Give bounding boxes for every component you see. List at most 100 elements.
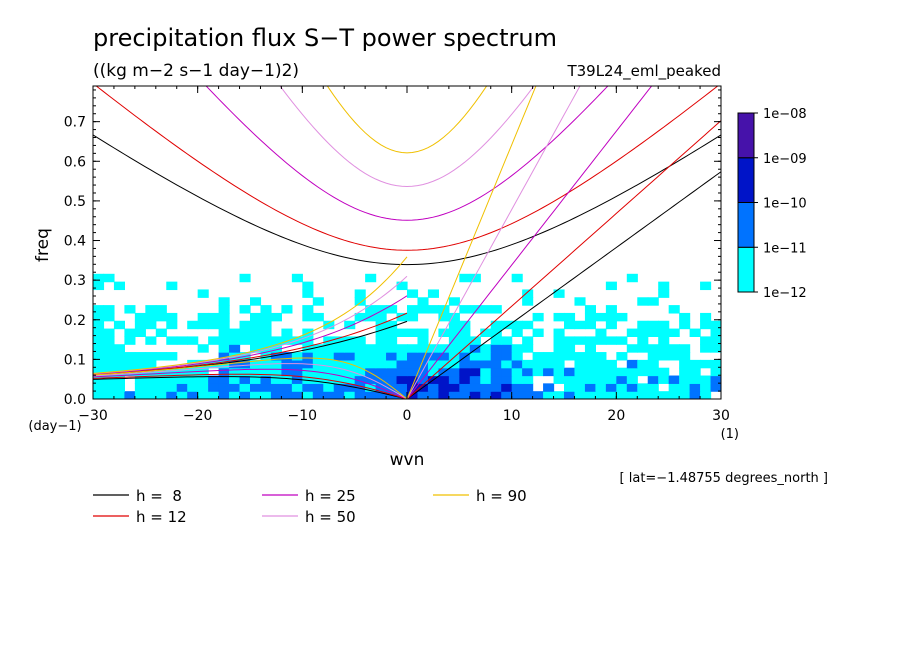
spectrum-cell bbox=[166, 320, 178, 330]
spectrum-cell bbox=[407, 367, 419, 377]
spectrum-cell bbox=[323, 391, 335, 399]
spectrum-cell bbox=[626, 367, 638, 377]
spectrum-cell bbox=[208, 336, 220, 345]
spectrum-cell bbox=[396, 281, 408, 291]
spectrum-cell bbox=[469, 352, 481, 361]
spectrum-cell bbox=[710, 328, 721, 337]
spectrum-cell bbox=[239, 383, 251, 392]
spectrum-cell bbox=[291, 391, 303, 399]
spectrum-cell bbox=[260, 344, 272, 353]
spectrum-cell bbox=[584, 320, 596, 330]
spectrum-cell bbox=[365, 367, 377, 377]
spectrum-cell bbox=[469, 305, 481, 314]
spectrum-cell bbox=[637, 328, 649, 337]
spectrum-cell bbox=[323, 383, 335, 392]
spectrum-cell bbox=[134, 375, 146, 384]
spectrum-cell bbox=[679, 312, 691, 322]
spectrum-cell bbox=[375, 336, 387, 345]
spectrum-cell bbox=[386, 375, 398, 384]
spectrum-cell bbox=[197, 367, 209, 377]
spectrum-cell bbox=[417, 328, 429, 337]
spectrum-cell bbox=[250, 344, 262, 353]
spectrum-cell bbox=[480, 359, 492, 369]
spectrum-cell bbox=[155, 375, 167, 384]
spectrum-cell bbox=[166, 367, 178, 377]
spectrum-cell bbox=[218, 320, 230, 330]
spectrum-cell bbox=[113, 344, 125, 353]
spectrum-cell bbox=[448, 336, 460, 345]
spectrum-cell bbox=[574, 320, 586, 330]
spectrum-cell bbox=[438, 352, 450, 361]
inertia-gravity-curve bbox=[279, 86, 535, 187]
spectrum-cell bbox=[312, 375, 324, 384]
spectrum-cell bbox=[647, 367, 659, 377]
colorbar-swatch bbox=[737, 246, 755, 293]
spectrum-cell bbox=[103, 305, 115, 314]
spectrum-cell bbox=[407, 359, 419, 369]
spectrum-cell bbox=[605, 336, 617, 345]
spectrum-cell bbox=[145, 391, 157, 399]
spectrum-cell bbox=[250, 359, 262, 369]
spectrum-cell bbox=[417, 359, 429, 369]
spectrum-cell bbox=[386, 320, 398, 330]
spectrum-cell bbox=[438, 375, 450, 384]
spectrum-cell bbox=[291, 273, 303, 283]
spectrum-cell bbox=[490, 352, 502, 361]
spectrum-cell bbox=[396, 328, 408, 337]
spectrum-cell bbox=[103, 328, 115, 337]
spectrum-cell bbox=[689, 375, 701, 384]
spectrum-cell bbox=[710, 320, 721, 330]
spectrum-cell bbox=[250, 328, 262, 337]
spectrum-cell bbox=[354, 367, 366, 377]
spectrum-cell bbox=[574, 336, 586, 345]
spectrum-cell bbox=[124, 391, 136, 399]
spectrum-cell bbox=[166, 312, 178, 322]
spectrum-cell bbox=[469, 273, 481, 283]
spectrum-cell bbox=[459, 391, 471, 399]
x-tick-label: 0 bbox=[403, 408, 412, 424]
spectrum-cell bbox=[605, 312, 617, 322]
spectrum-cell bbox=[375, 383, 387, 392]
spectrum-cell bbox=[103, 344, 115, 353]
spectrum-cell bbox=[229, 391, 241, 399]
spectrum-cell bbox=[375, 320, 387, 330]
colorbar-label: 1e−09 bbox=[763, 152, 807, 167]
spectrum-cell bbox=[155, 305, 167, 314]
spectrum-cell bbox=[501, 344, 513, 353]
spectrum-cell bbox=[166, 281, 178, 291]
spectrum-cell bbox=[532, 312, 544, 322]
spectrum-cell bbox=[124, 336, 136, 345]
spectrum-cell bbox=[605, 281, 617, 291]
spectrum-cell bbox=[543, 391, 555, 399]
spectrum-cell bbox=[323, 367, 335, 377]
spectrum-cell bbox=[595, 328, 607, 337]
spectrum-cell bbox=[312, 359, 324, 369]
spectrum-cell bbox=[710, 367, 721, 377]
plot-area: −30 −20 −10 0 10 20 30 0.0 0.1 0.2 0.3 0.4 0.5 0.6 0.7 bbox=[64, 85, 730, 424]
spectrum-cell bbox=[407, 375, 419, 384]
spectrum-cell bbox=[218, 367, 230, 377]
spectrum-cell bbox=[302, 375, 314, 384]
spectrum-cell bbox=[417, 367, 429, 377]
spectrum-cell bbox=[511, 352, 523, 361]
spectrum-cell bbox=[344, 375, 356, 384]
spectrum-cell bbox=[365, 391, 377, 399]
spectrum-cell bbox=[333, 375, 345, 384]
spectrum-cell bbox=[93, 352, 105, 361]
legend-label: h = 8 bbox=[136, 487, 182, 505]
spectrum-cell bbox=[626, 328, 638, 337]
spectrum-cell bbox=[438, 391, 450, 399]
y-tick-label: 0.6 bbox=[64, 154, 86, 170]
kelvin-curve bbox=[406, 86, 581, 399]
spectrum-cell bbox=[218, 297, 230, 306]
spectrum-cell bbox=[396, 344, 408, 353]
spectrum-cell bbox=[218, 352, 230, 361]
spectrum-cell bbox=[459, 336, 471, 345]
spectrum-cell bbox=[270, 312, 282, 322]
rossby-curve bbox=[93, 368, 408, 399]
chart-subtitle: ((kg m−2 s−1 day−1)2) bbox=[93, 61, 299, 81]
spectrum-cell bbox=[417, 344, 429, 353]
spectrum-cell bbox=[584, 359, 596, 369]
spectrum-cell bbox=[710, 359, 721, 369]
spectrum-cell bbox=[668, 305, 680, 314]
